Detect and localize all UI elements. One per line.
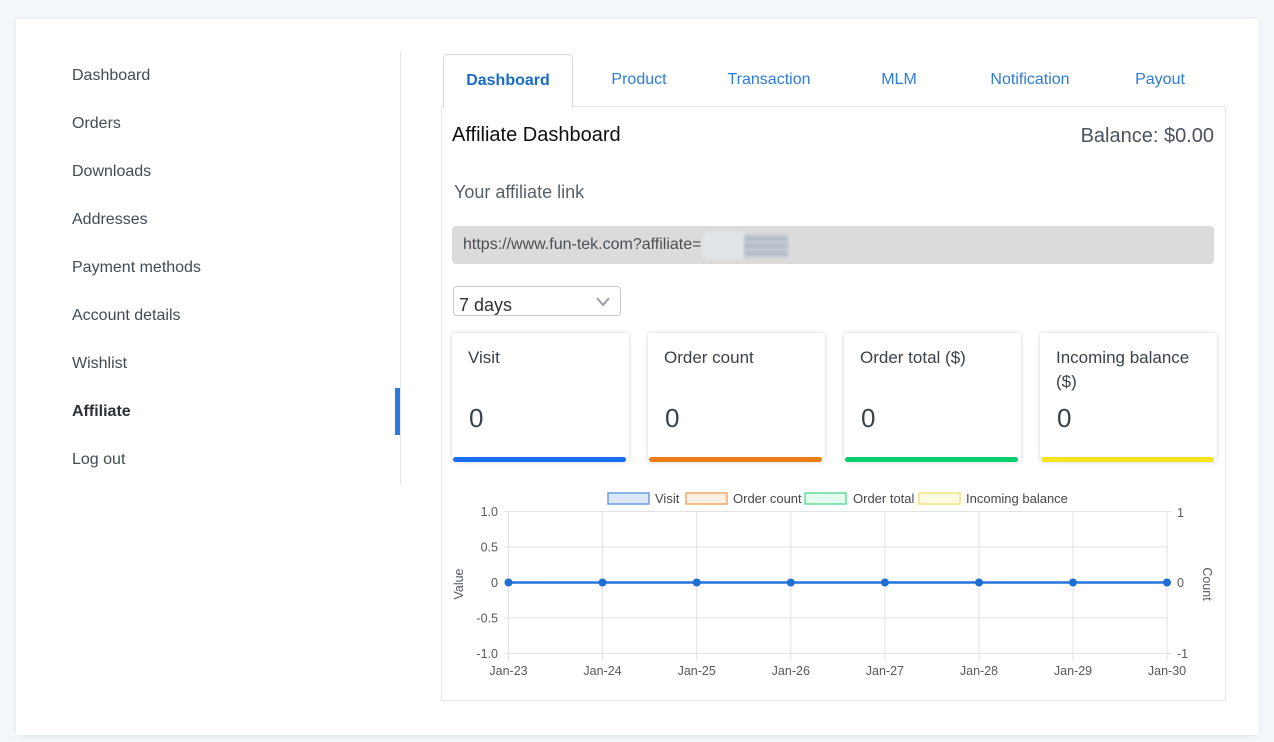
svg-text:Jan-24: Jan-24: [583, 664, 621, 678]
svg-text:Value: Value: [452, 568, 466, 599]
svg-text:-0.5: -0.5: [476, 612, 498, 626]
svg-text:Incoming balance: Incoming balance: [966, 491, 1068, 506]
svg-text:Jan-23: Jan-23: [489, 664, 527, 678]
svg-text:Jan-27: Jan-27: [866, 664, 904, 678]
svg-text:0: 0: [491, 576, 498, 590]
svg-text:0: 0: [1177, 576, 1184, 590]
svg-text:Visit: Visit: [655, 491, 680, 506]
svg-text:Order count: Order count: [733, 491, 802, 506]
svg-text:Jan-25: Jan-25: [678, 664, 716, 678]
svg-text:1.0: 1.0: [481, 505, 498, 519]
svg-text:Jan-28: Jan-28: [960, 664, 998, 678]
svg-text:0.5: 0.5: [481, 541, 498, 555]
svg-text:-1: -1: [1177, 647, 1188, 661]
svg-text:Jan-29: Jan-29: [1054, 664, 1092, 678]
svg-text:Order total: Order total: [853, 491, 915, 506]
svg-text:1: 1: [1177, 506, 1184, 520]
svg-text:Jan-26: Jan-26: [772, 664, 810, 678]
svg-text:-1.0: -1.0: [476, 647, 498, 661]
svg-text:Count: Count: [1200, 567, 1214, 601]
svg-text:Jan-30: Jan-30: [1148, 664, 1186, 678]
